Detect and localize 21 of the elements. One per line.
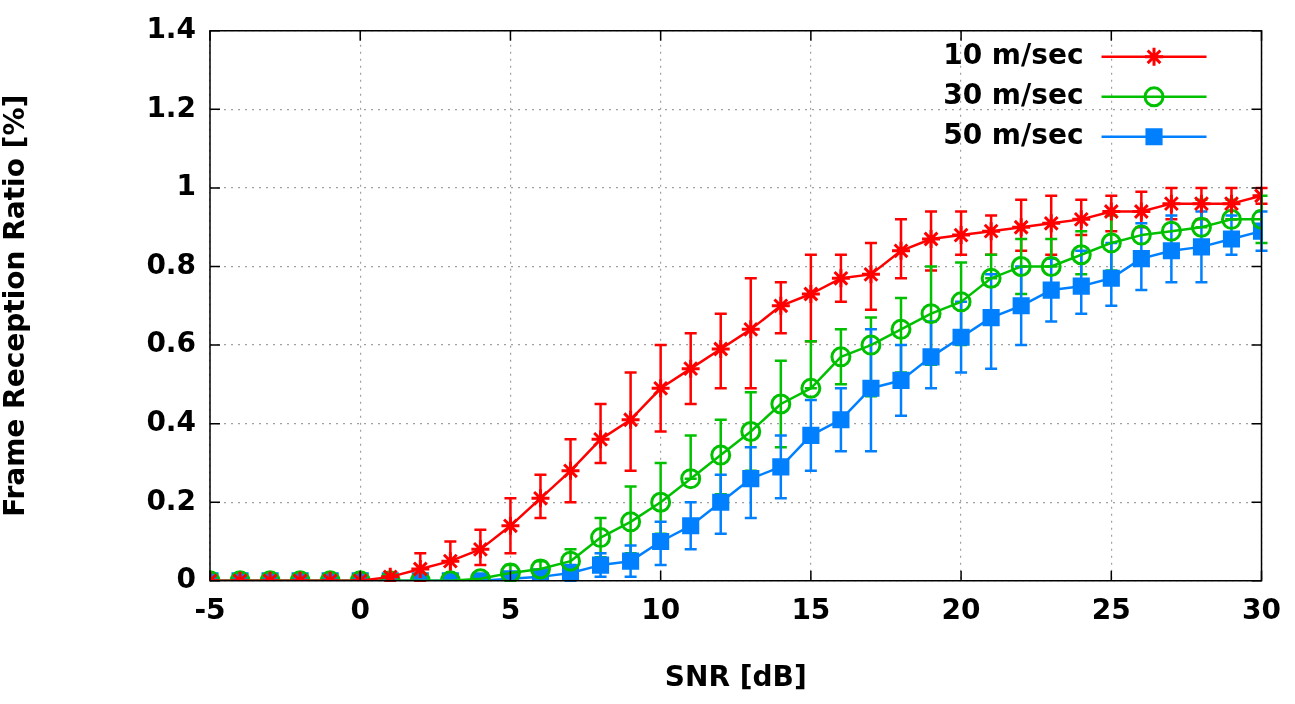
legend-label: 30 m/sec (943, 78, 1084, 112)
x-tick-label: 0 (350, 592, 370, 626)
legend-label: 10 m/sec (943, 38, 1084, 72)
y-tick-label: 1.2 (146, 90, 196, 124)
x-tick-label: -5 (194, 592, 226, 626)
x-tick-label: 25 (1091, 592, 1131, 626)
y-tick-label: 0.2 (146, 483, 196, 517)
y-tick-label: 1 (176, 169, 196, 203)
x-tick-label: 5 (500, 592, 521, 626)
y-tick-label: 1.4 (146, 12, 196, 46)
x-tick-label: 15 (791, 592, 831, 626)
x-axis-title: SNR [dB] (664, 660, 807, 694)
legend-label: 50 m/sec (943, 118, 1084, 152)
x-tick-label: 10 (641, 592, 681, 626)
y-tick-label: 0.8 (146, 247, 196, 281)
y-tick-label: 0.4 (146, 404, 196, 438)
y-tick-label: 0.6 (146, 326, 196, 360)
x-tick-label: 30 (1242, 592, 1281, 626)
x-tick-label: 20 (941, 592, 981, 626)
y-axis-title: Frame Reception Ratio [%] (0, 94, 32, 517)
y-tick-label: 0 (176, 562, 196, 596)
